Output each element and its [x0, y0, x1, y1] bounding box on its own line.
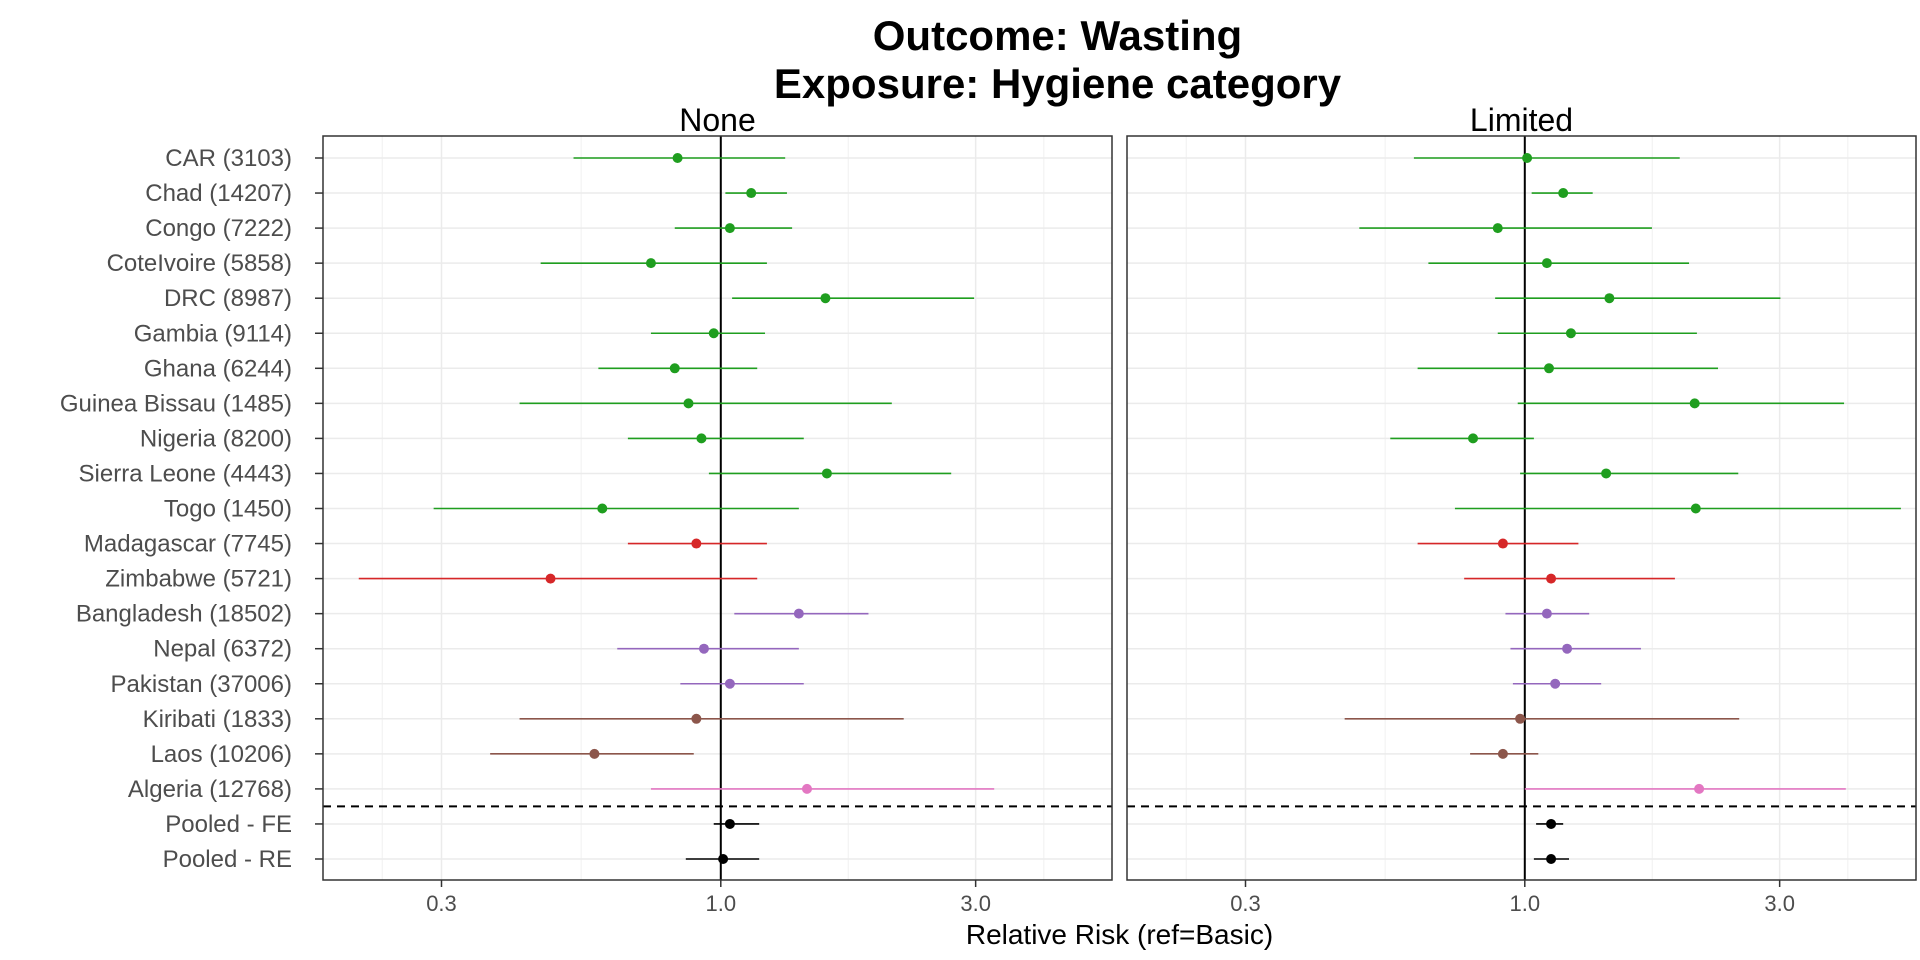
chart-subtitle: Exposure: Hygiene category [773, 60, 1342, 107]
point-estimate [589, 748, 600, 759]
row-label: Sierra Leone (4443) [79, 460, 292, 487]
row-label: Pakistan (37006) [111, 671, 292, 698]
row-label: Chad (14207) [145, 180, 292, 207]
row-label: Laos (10206) [151, 741, 292, 768]
row-label: Pooled - FE [165, 811, 292, 838]
row-label: Algeria (12768) [128, 776, 292, 803]
point-estimate [1565, 328, 1576, 339]
row-label: Nepal (6372) [153, 636, 292, 663]
row-label: CoteIvoire (5858) [107, 250, 292, 277]
point-estimate [669, 363, 680, 374]
point-estimate [545, 573, 556, 584]
point-estimate [1689, 398, 1700, 409]
point-estimate [1541, 608, 1552, 619]
row-label: Nigeria (8200) [140, 425, 292, 452]
point-estimate [1690, 503, 1701, 514]
point-estimate [821, 468, 832, 479]
point-estimate [1546, 573, 1557, 584]
row-label: Pooled - RE [163, 846, 292, 873]
point-estimate [1544, 363, 1555, 374]
point-estimate [691, 713, 702, 724]
point-estimate [1550, 678, 1561, 689]
point-estimate [820, 293, 831, 304]
point-estimate [683, 398, 694, 409]
point-estimate [746, 188, 757, 199]
panel-border [1126, 135, 1917, 881]
point-estimate [698, 643, 709, 654]
panel-border [322, 135, 1113, 881]
row-label: Zimbabwe (5721) [105, 566, 292, 593]
row-label: Togo (1450) [164, 496, 292, 523]
point-estimate [1497, 538, 1508, 549]
point-estimate [1515, 713, 1526, 724]
x-tick-label: 3.0 [960, 891, 991, 916]
x-tick-label: 0.3 [1230, 891, 1261, 916]
row-label: Gambia (9114) [134, 320, 292, 347]
row-label: Guinea Bissau (1485) [60, 390, 292, 417]
point-estimate [1522, 153, 1533, 163]
point-estimate [1468, 433, 1479, 444]
x-tick-label: 3.0 [1764, 891, 1795, 916]
row-label: Ghana (6244) [144, 355, 292, 382]
point-estimate [793, 608, 804, 619]
x-axis-label: Relative Risk (ref=Basic) [966, 919, 1273, 950]
panel-label: None [679, 102, 756, 138]
row-label: Congo (7222) [145, 215, 292, 242]
point-estimate [724, 678, 735, 689]
point-estimate [1541, 258, 1552, 269]
panel-label: Limited [1470, 102, 1573, 138]
chart-title-block: Outcome: Wasting Exposure: Hygiene categ… [0, 12, 1920, 108]
point-estimate [1601, 468, 1612, 479]
point-estimate [1694, 783, 1705, 794]
point-estimate [1546, 818, 1557, 829]
point-estimate [718, 854, 729, 864]
point-estimate [724, 818, 735, 829]
point-estimate [645, 258, 656, 269]
row-label: CAR (3103) [165, 145, 292, 172]
point-estimate [691, 538, 702, 549]
point-estimate [724, 223, 735, 234]
point-estimate [696, 433, 707, 444]
point-estimate [1562, 643, 1573, 654]
point-estimate [1558, 188, 1569, 199]
point-estimate [708, 328, 719, 339]
row-label: Bangladesh (18502) [76, 601, 292, 628]
point-estimate [672, 153, 683, 163]
point-estimate [1546, 854, 1557, 864]
chart-title: Outcome: Wasting [872, 12, 1243, 59]
row-label: Kiribati (1833) [143, 706, 292, 733]
x-tick-label: 0.3 [426, 891, 457, 916]
point-estimate [1492, 223, 1503, 234]
x-tick-label: 1.0 [705, 891, 736, 916]
point-estimate [1604, 293, 1615, 304]
point-estimate [801, 783, 812, 794]
point-estimate [1497, 748, 1508, 759]
row-label: DRC (8987) [164, 285, 292, 312]
x-tick-label: 1.0 [1509, 891, 1540, 916]
row-label: Madagascar (7745) [84, 531, 292, 558]
point-estimate [597, 503, 608, 514]
